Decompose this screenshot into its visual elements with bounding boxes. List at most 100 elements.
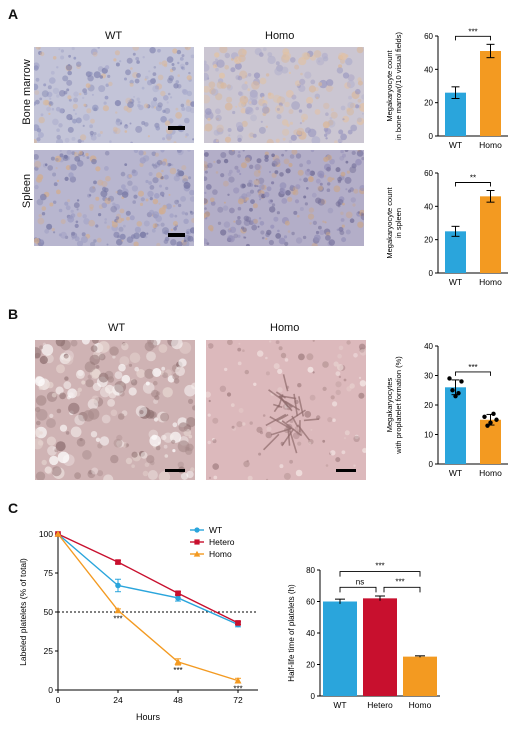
- chart-half-life: 0 20 40 60 80 Half-life time of platelets (h)…: [287, 562, 440, 710]
- bar: [323, 601, 357, 696]
- x-tick-label: WT: [449, 468, 462, 478]
- significance-bracket: [383, 586, 421, 593]
- significance-label: **: [470, 174, 476, 183]
- y-tick-label: 50: [44, 607, 54, 617]
- x-tick-label: WT: [449, 140, 462, 150]
- col-label-homo-a: Homo: [265, 30, 295, 42]
- panel-letter-c: C: [8, 500, 19, 516]
- y-axis-label: Megakaryocyteswith proplatelet formation…: [385, 356, 403, 455]
- y-tick-label: 20: [306, 661, 315, 670]
- y-axis-label: Megakaryocyte countin spleen: [385, 186, 403, 258]
- legend-label: Hetero: [209, 537, 235, 547]
- data-point: [450, 388, 455, 393]
- data-point: [485, 423, 490, 428]
- scale-bar: [168, 126, 185, 130]
- bar: [445, 387, 466, 464]
- data-point: [488, 420, 493, 425]
- data-point: [175, 590, 181, 597]
- y-tick-label: 0: [311, 692, 316, 701]
- data-point: [494, 417, 499, 422]
- col-label-wt-b: WT: [108, 322, 126, 334]
- row-label-bone-marrow: Bone marrow: [21, 59, 33, 125]
- legend-label: WT: [209, 525, 222, 535]
- micrograph-proplatelet-homo: [206, 340, 366, 480]
- y-tick-label: 60: [306, 598, 315, 607]
- data-point: [115, 582, 121, 589]
- x-tick-label: Homo: [409, 700, 432, 710]
- data-point: [234, 677, 242, 684]
- significance-label: ***: [468, 27, 477, 36]
- x-tick-label: Homo: [479, 277, 502, 287]
- chart-proplatelet: 0 10 20 30 40 Megakaryocyteswith proplatelet …: [385, 342, 508, 478]
- y-axis-label: Labeled platelets (% of total): [18, 558, 28, 666]
- y-tick-label: 0: [429, 269, 434, 278]
- col-label-homo-b: Homo: [270, 322, 300, 334]
- y-tick-label: 40: [424, 65, 433, 74]
- significance-label: ***: [173, 666, 182, 675]
- micrograph-spleen-homo: [204, 150, 364, 246]
- x-tick-label: 24: [113, 695, 123, 705]
- data-point: [54, 530, 62, 537]
- y-tick-label: 20: [424, 99, 433, 108]
- panel-letter-b: B: [8, 306, 19, 322]
- micrograph-spleen-wt: [34, 150, 194, 246]
- data-point: [235, 620, 241, 626]
- significance-bracket: [455, 182, 491, 187]
- y-tick-label: 60: [424, 32, 433, 41]
- x-tick-label: Hetero: [367, 700, 393, 710]
- legend-marker: [194, 527, 200, 533]
- panel-letter-a: A: [8, 6, 19, 22]
- legend-label: Homo: [209, 549, 232, 559]
- series-line: [57, 533, 239, 626]
- bar: [445, 92, 466, 136]
- data-point: [491, 411, 496, 417]
- scale-bar: [168, 233, 185, 237]
- chart-bone-marrow-count: 0 20 40 60 Megakaryocyte countin bone marrow…: [385, 27, 508, 150]
- y-tick-label: 0: [429, 132, 434, 141]
- data-point: [482, 414, 487, 419]
- row-label-spleen: Spleen: [21, 173, 33, 209]
- significance-bracket: [455, 35, 491, 41]
- significance-label: ***: [395, 577, 404, 586]
- micrograph-proplatelet-wt: [35, 340, 195, 480]
- legend-marker: [194, 539, 200, 545]
- significance-bracket: [339, 571, 421, 577]
- significance-label: ***: [233, 685, 242, 694]
- bar: [363, 598, 397, 696]
- data-point: [114, 606, 122, 614]
- micrograph-bone-marrow-wt: [34, 47, 194, 143]
- bar: [445, 231, 466, 273]
- bar: [480, 196, 501, 273]
- chart-spleen-count: 0 20 40 60 Megakaryocyte countin spleen WT Hom…: [385, 169, 508, 287]
- x-axis-label: Hours: [136, 712, 161, 722]
- col-label-wt-a: WT: [105, 30, 123, 42]
- legend-marker: [193, 550, 201, 557]
- significance-bracket: [339, 586, 377, 593]
- data-point: [453, 393, 458, 399]
- series-line: [57, 533, 239, 682]
- y-axis-label: Megakaryocyte countin bone marrow(/10 vi…: [385, 32, 403, 140]
- y-tick-label: 40: [424, 342, 433, 351]
- x-tick-label: Homo: [479, 468, 502, 478]
- data-point: [115, 559, 121, 565]
- micrograph-bone-marrow-homo: [204, 47, 364, 143]
- x-tick-label: WT: [333, 700, 346, 710]
- scale-bar: [165, 469, 185, 472]
- x-tick-label: 48: [173, 695, 183, 705]
- data-point: [175, 595, 181, 601]
- y-tick-label: 60: [424, 169, 433, 178]
- x-tick-label: 72: [233, 695, 243, 705]
- y-tick-label: 20: [424, 236, 433, 245]
- significance-bracket: [455, 371, 491, 376]
- series-line: [57, 533, 239, 624]
- y-tick-label: 40: [306, 629, 315, 638]
- y-axis-label: Half-life time of platelets (h): [287, 584, 296, 682]
- significance-label: ***: [375, 562, 384, 571]
- bar: [480, 51, 501, 136]
- data-point: [456, 391, 461, 396]
- y-tick-label: 80: [306, 566, 315, 575]
- y-tick-label: 0: [429, 460, 434, 469]
- significance-label: ***: [468, 363, 477, 372]
- scale-bar: [336, 469, 356, 472]
